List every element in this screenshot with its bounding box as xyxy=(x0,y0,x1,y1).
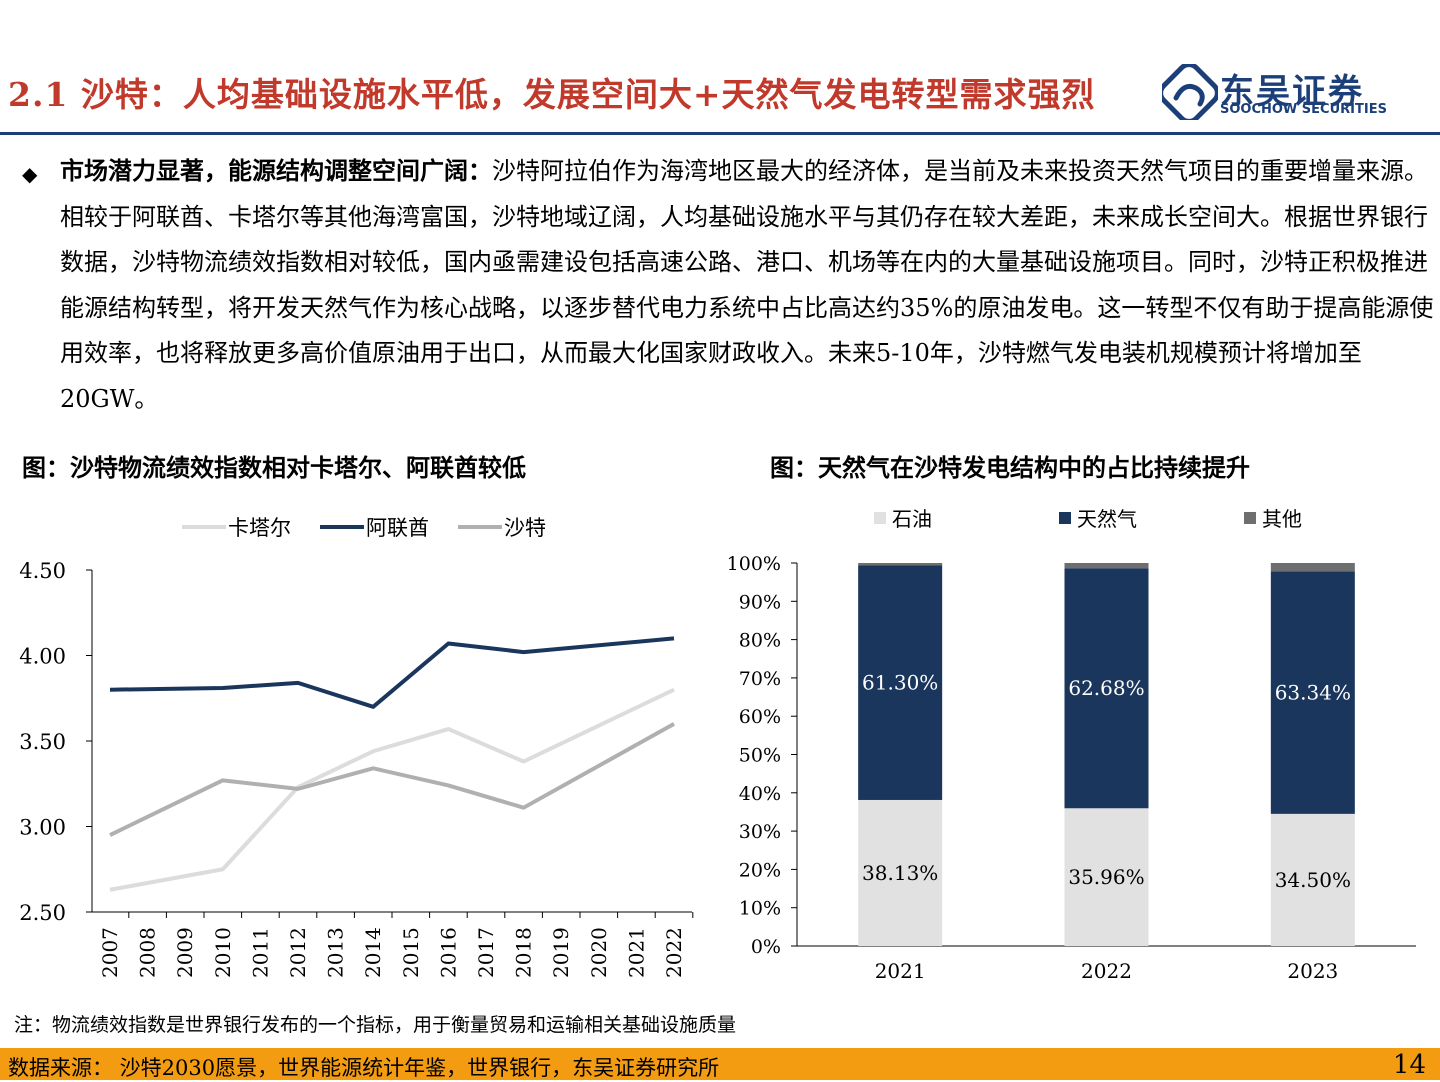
main-paragraph: 市场潜力显著，能源结构调整空间广阔：沙特阿拉伯作为海湾地区最大的经济体，是当前及… xyxy=(60,148,1435,422)
line-x-tick-label: 2018 xyxy=(512,927,536,978)
bar-y-tick-label: 90% xyxy=(739,591,781,613)
bullet-diamond-icon: ◆ xyxy=(22,162,38,186)
bar-data-label: 34.50% xyxy=(1275,868,1351,892)
right-figure-title: 图：天然气在沙特发电结构中的占比持续提升 xyxy=(770,453,1250,482)
bar-legend-label: 天然气 xyxy=(1077,507,1137,531)
line-legend-label: 阿联酋 xyxy=(366,516,429,540)
bar-x-tick-label: 2021 xyxy=(875,959,926,983)
bar-data-label: 38.13% xyxy=(862,861,938,885)
bar-segment-其他 xyxy=(1064,563,1149,569)
bar-y-tick-label: 20% xyxy=(739,859,781,881)
bar-segment-其他 xyxy=(858,563,943,566)
page-title: 2.1 沙特：人均基础设施水平低，发展空间大+天然气发电转型需求强烈 xyxy=(8,75,1096,114)
line-x-tick-label: 2012 xyxy=(286,927,310,978)
line-x-tick-label: 2019 xyxy=(549,927,573,978)
soochow-logo-icon xyxy=(1162,64,1218,120)
data-source: 数据来源： 沙特2030愿景，世界能源统计年鉴，世界银行，东吴证券研究所 xyxy=(8,1056,720,1080)
bar-legend-label: 其他 xyxy=(1262,507,1302,531)
line-x-tick-label: 2014 xyxy=(361,927,385,978)
logo-text-cn: 东吴证券 xyxy=(1220,72,1364,112)
page-number: 14 xyxy=(1392,1050,1426,1080)
footer-bar xyxy=(0,1048,1440,1080)
bar-segment-天然气 xyxy=(1064,568,1149,809)
bar-y-tick-label: 70% xyxy=(739,668,781,690)
line-y-tick-label: 4.50 xyxy=(19,559,66,583)
line-series-阿联酋 xyxy=(109,636,675,709)
logo-text-en: SOOCHOW SECURITIES xyxy=(1220,102,1387,117)
paragraph-lead: 市场潜力显著，能源结构调整空间广阔： xyxy=(60,156,492,185)
line-x-tick-label: 2021 xyxy=(624,927,648,978)
line-x-tick-label: 2015 xyxy=(399,927,423,978)
line-y-tick-label: 4.00 xyxy=(19,645,66,669)
line-x-tick-label: 2017 xyxy=(474,927,498,978)
bar-y-tick-label: 80% xyxy=(739,630,781,652)
bar-data-label: 63.34% xyxy=(1275,681,1351,705)
brand-logo: 东吴证券 SOOCHOW SECURITIES xyxy=(1162,64,1402,120)
line-x-tick-label: 2010 xyxy=(211,927,235,978)
bar-data-label: 61.30% xyxy=(862,671,938,695)
header-divider xyxy=(0,132,1440,135)
bar-y-tick-label: 50% xyxy=(739,745,781,767)
bar-legend-swatch xyxy=(1244,512,1256,524)
bar-y-tick-label: 30% xyxy=(739,821,781,843)
figure-note: 注：物流绩效指数是世界银行发布的一个指标，用于衡量贸易和运输相关基础设施质量 xyxy=(14,1014,737,1036)
bar-segment-石油 xyxy=(858,799,943,946)
bar-segment-其他 xyxy=(1270,563,1355,572)
line-legend-label: 卡塔尔 xyxy=(228,516,291,540)
bar-y-tick-label: 0% xyxy=(751,936,781,958)
bar-segment-石油 xyxy=(1064,808,1149,946)
paragraph-text: 沙特阿拉伯作为海湾地区最大的经济体，是当前及未来投资天然气项目的重要增量来源。相… xyxy=(60,157,1434,413)
bar-legend-swatch xyxy=(1059,512,1071,524)
line-y-tick-label: 2.50 xyxy=(19,901,66,925)
line-y-tick-label: 3.50 xyxy=(19,730,66,754)
bar-segment-石油 xyxy=(1270,813,1355,946)
bar-y-tick-label: 60% xyxy=(739,706,781,728)
bar-y-tick-label: 10% xyxy=(739,898,781,920)
bar-x-tick-label: 2023 xyxy=(1287,959,1338,983)
line-x-tick-label: 2022 xyxy=(662,927,686,978)
bar-segment-天然气 xyxy=(1270,571,1355,814)
line-series-卡塔尔 xyxy=(109,687,675,892)
bar-segment-天然气 xyxy=(858,565,943,800)
bar-data-label: 35.96% xyxy=(1068,865,1144,889)
line-y-tick-label: 3.00 xyxy=(19,816,66,840)
bar-y-tick-label: 100% xyxy=(727,553,781,575)
bar-x-tick-label: 2022 xyxy=(1081,959,1132,983)
bar-data-label: 62.68% xyxy=(1068,676,1144,700)
line-x-tick-label: 2016 xyxy=(436,927,460,978)
left-figure-title: 图：沙特物流绩效指数相对卡塔尔、阿联酋较低 xyxy=(22,453,526,482)
line-x-tick-label: 2013 xyxy=(324,927,348,978)
line-x-tick-label: 2007 xyxy=(98,927,122,978)
line-legend-label: 沙特 xyxy=(504,516,546,540)
bar-legend-label: 石油 xyxy=(892,507,932,531)
line-x-tick-label: 2008 xyxy=(136,927,160,978)
line-x-tick-label: 2009 xyxy=(173,927,197,978)
bar-y-tick-label: 40% xyxy=(739,783,781,805)
line-series-沙特 xyxy=(109,722,675,837)
bar-legend-swatch xyxy=(874,512,886,524)
line-x-tick-label: 2011 xyxy=(248,927,272,978)
line-x-tick-label: 2020 xyxy=(587,927,611,978)
